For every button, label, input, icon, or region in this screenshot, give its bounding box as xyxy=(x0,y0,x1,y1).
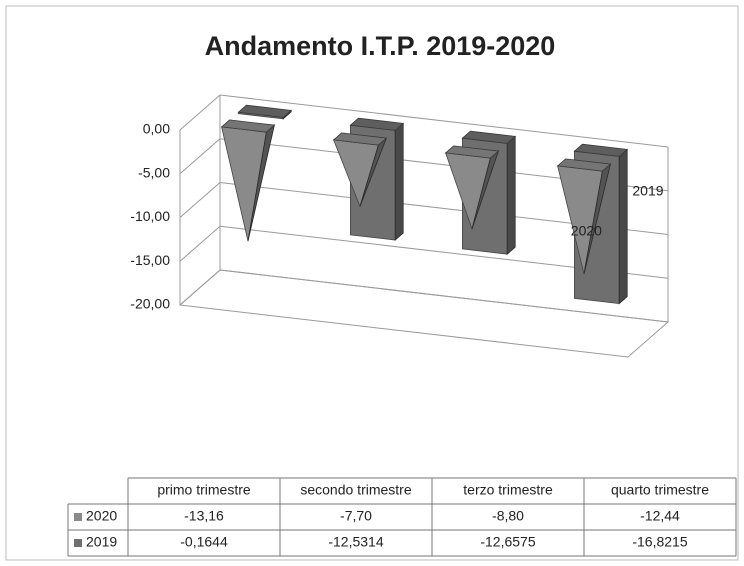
table-value: -12,44 xyxy=(640,508,680,524)
table-header: terzo trimestre xyxy=(463,482,553,498)
pyramid-bar xyxy=(332,132,388,208)
table-value: -0,1644 xyxy=(180,534,228,550)
grid-line xyxy=(179,181,669,235)
y-tick-label: 0,00 xyxy=(143,121,170,137)
grid-line xyxy=(179,138,669,192)
bar-side xyxy=(618,148,628,305)
grid-line xyxy=(179,225,669,279)
y-tick-label: -15,00 xyxy=(130,252,170,268)
bar-top xyxy=(444,145,500,159)
bar-top xyxy=(332,132,388,146)
pyramid-bar xyxy=(444,145,500,231)
grid-line xyxy=(179,269,669,323)
pyramid-bar xyxy=(220,119,276,242)
depth-label: 2020 xyxy=(571,222,602,238)
pyramid-bar xyxy=(556,158,612,274)
bar-top xyxy=(556,158,612,172)
table-value: -13,16 xyxy=(184,508,224,524)
legend-label: 2019 xyxy=(86,534,117,550)
table-value: -7,70 xyxy=(340,508,372,524)
table-value: -12,5314 xyxy=(328,534,383,550)
depth-label: 2019 xyxy=(632,182,663,198)
bar xyxy=(237,104,293,120)
bar-side xyxy=(506,135,516,256)
bar-side xyxy=(394,122,404,241)
table-value: -12,6575 xyxy=(480,534,535,550)
table-header: secondo trimestre xyxy=(300,482,411,498)
chart-title: Andamento I.T.P. 2019-2020 xyxy=(205,31,556,61)
legend-label: 2020 xyxy=(86,508,117,524)
y-tick-label: -20,00 xyxy=(130,296,170,312)
table-header: quarto trimestre xyxy=(611,482,709,498)
bar-top xyxy=(461,130,517,144)
floor xyxy=(179,304,669,358)
grid-line xyxy=(179,94,669,148)
bar-top xyxy=(573,143,629,157)
legend-key xyxy=(74,513,82,521)
bar-top xyxy=(349,117,405,131)
bar-top xyxy=(237,104,293,118)
y-tick-label: -5,00 xyxy=(138,164,170,180)
y-tick-label: -10,00 xyxy=(130,208,170,224)
bar-top xyxy=(220,119,276,133)
legend-key xyxy=(74,539,82,547)
table-header: primo trimestre xyxy=(157,482,251,498)
chart-frame xyxy=(5,5,739,561)
table-value: -16,8215 xyxy=(632,534,687,550)
table-value: -8,80 xyxy=(492,508,524,524)
